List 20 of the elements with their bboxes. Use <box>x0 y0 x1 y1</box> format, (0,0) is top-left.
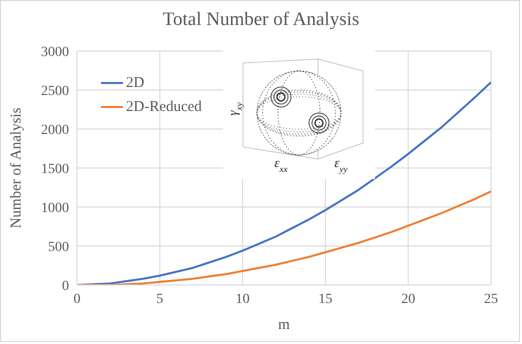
y-axis-title: Number of Analysis <box>8 107 24 228</box>
x-tick-label: 15 <box>318 292 332 307</box>
x-tick-label: 5 <box>156 292 164 307</box>
legend-label: 2D <box>126 74 144 93</box>
y-tick-label: 2500 <box>41 84 69 99</box>
chart-title: Total Number of Analysis <box>162 9 360 31</box>
y-tick-label: 1500 <box>41 162 69 177</box>
x-tick-label: 10 <box>236 292 250 307</box>
y-tick-label: 2000 <box>41 122 69 138</box>
x-axis-title: m <box>278 317 290 333</box>
x-tick-label: 25 <box>484 292 498 307</box>
y-tick-label: 0 <box>62 278 69 294</box>
annotation: ε$_{xx}$ <box>274 155 288 174</box>
annotation: ε$_{yy}$ <box>334 155 349 174</box>
legend-label: 2D-Reduced <box>126 98 202 117</box>
y-tick-label: 1000 <box>41 200 69 216</box>
x-tick-label: 0 <box>74 292 80 307</box>
x-tick-label: 20 <box>401 292 416 307</box>
y-tick-label: 500 <box>48 240 69 255</box>
y-tick-label: 3000 <box>41 44 69 60</box>
